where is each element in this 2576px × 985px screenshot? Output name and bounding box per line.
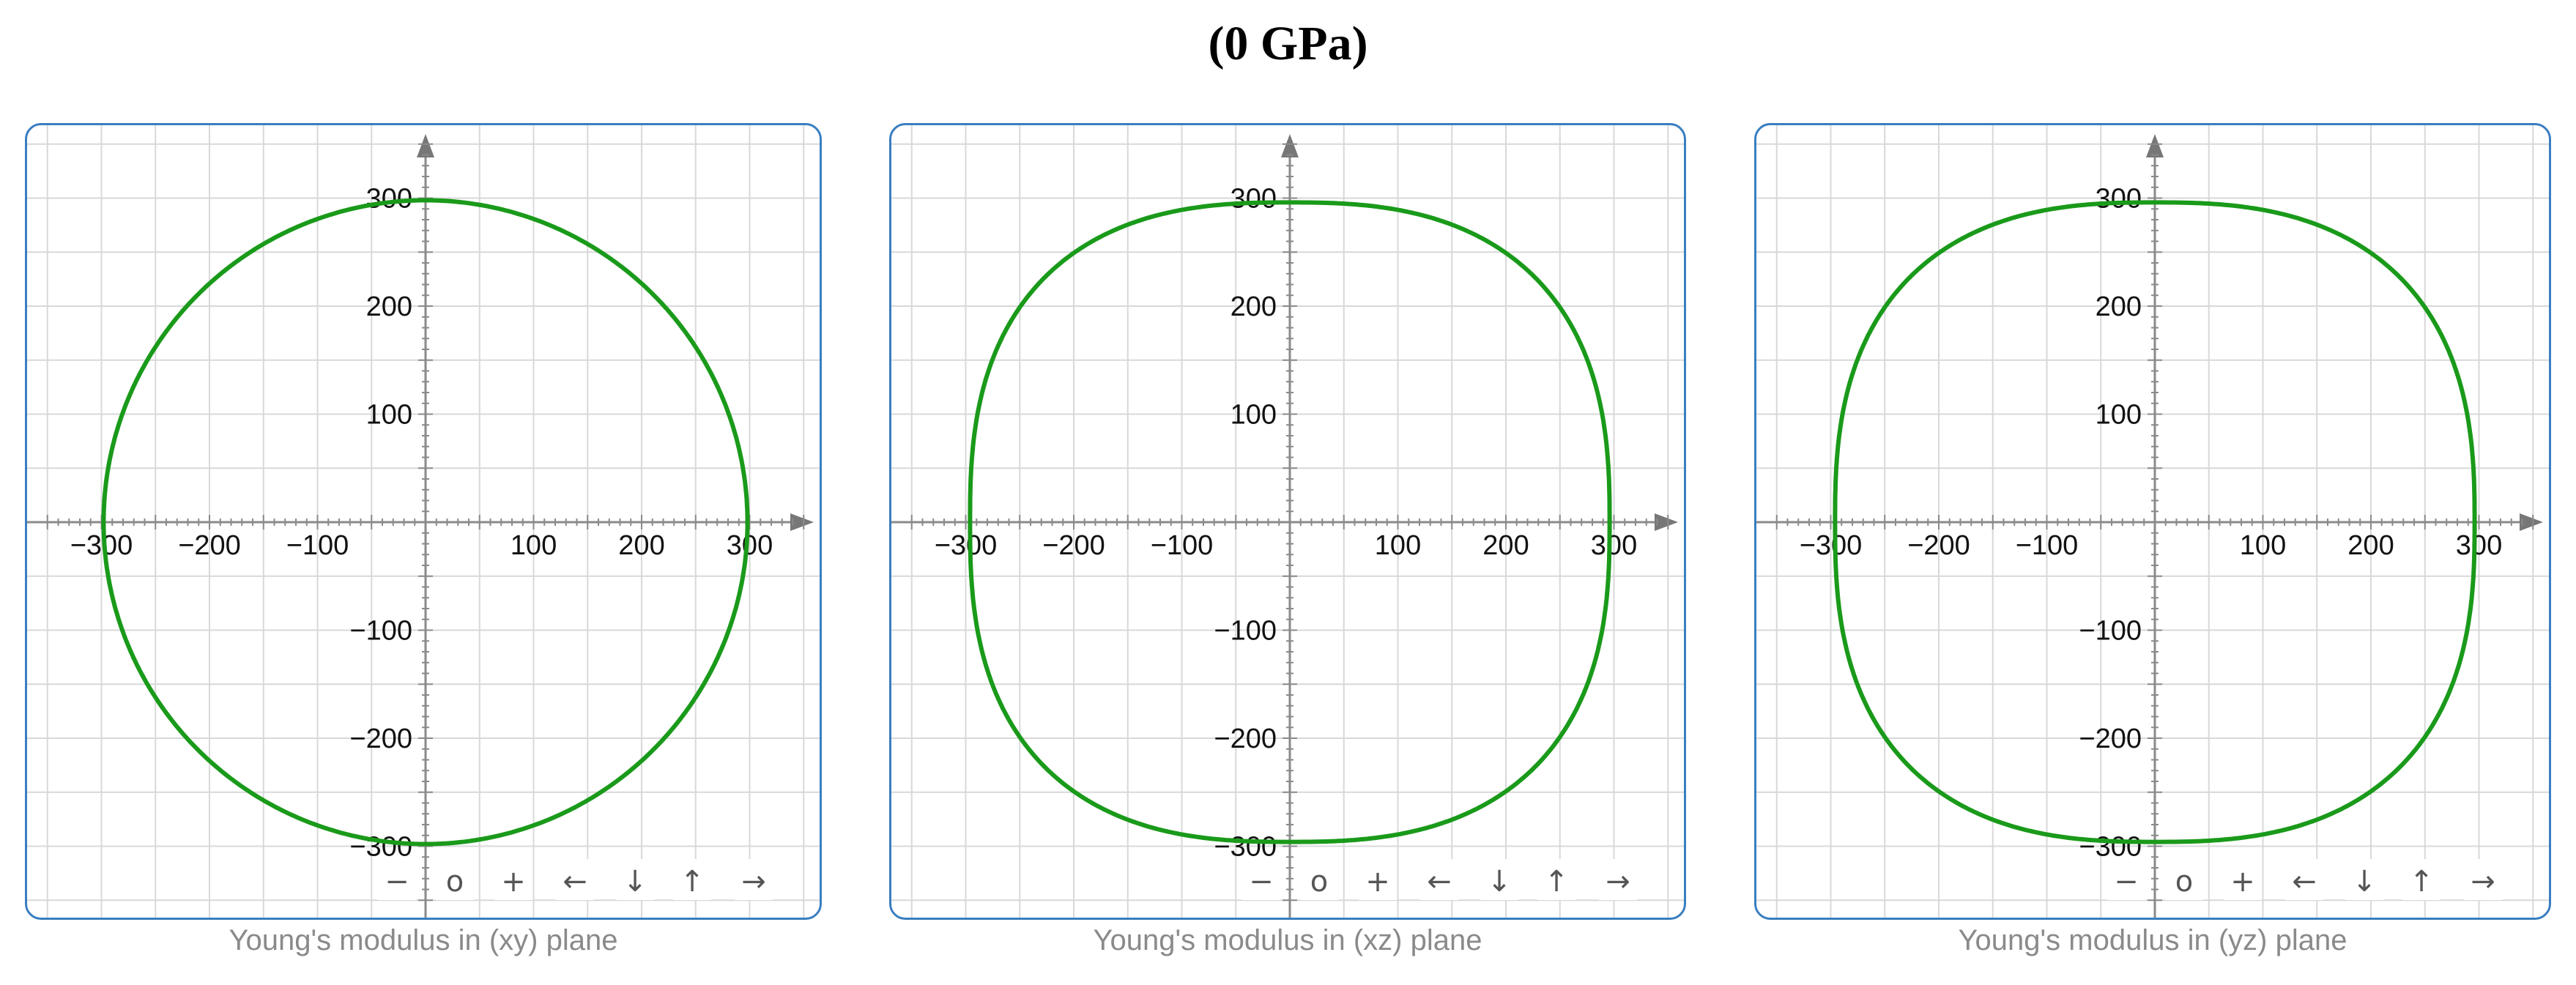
x-axis-arrow-icon bbox=[790, 513, 814, 531]
y-tick-label: 100 bbox=[1231, 400, 1277, 431]
pan-up-icon-bg[interactable] bbox=[1537, 859, 1575, 900]
y-axis-arrow-icon bbox=[2146, 134, 2164, 157]
pan-down-icon[interactable]: ↓ bbox=[623, 865, 647, 899]
pan-down-icon-bg[interactable] bbox=[2345, 859, 2383, 900]
series-line bbox=[1833, 200, 2477, 844]
zoom-out-icon[interactable]: − bbox=[2114, 865, 2139, 899]
x-tick-label: −100 bbox=[2016, 530, 2079, 561]
pan-down-icon[interactable]: ↓ bbox=[1487, 865, 1512, 899]
pan-down-icon-bg[interactable] bbox=[616, 859, 654, 900]
x-tick-label: −300 bbox=[1800, 530, 1863, 561]
chart-panel-xz[interactable]: −300 −200 −100 100 200 300 300 200 100 −100 −200 −3… bbox=[889, 123, 1686, 920]
zoom-out-icon[interactable]: − bbox=[385, 865, 409, 899]
zoom-out-icon[interactable]: − bbox=[1249, 865, 1274, 899]
x-tick-label: 100 bbox=[2240, 530, 2286, 561]
x-tick-label: −300 bbox=[70, 530, 133, 561]
pan-left-icon-bg[interactable] bbox=[2285, 859, 2323, 900]
y-axis-arrow-icon bbox=[417, 134, 434, 157]
x-tick-label: 300 bbox=[727, 530, 773, 561]
y-tick-label: 200 bbox=[366, 291, 412, 322]
axes bbox=[891, 134, 1678, 918]
axes bbox=[1756, 134, 2543, 918]
axes bbox=[27, 134, 814, 918]
caption-xy: Young's modulus in (xy) plane bbox=[229, 924, 618, 956]
reset-icon-bg[interactable] bbox=[2165, 859, 2203, 900]
y-tick-label: 300 bbox=[2096, 184, 2142, 215]
y-tick-label: −200 bbox=[349, 724, 412, 754]
chart-svg-xy[interactable]: −300 −200 −100 100 200 300300200100−100−200−3… bbox=[27, 125, 822, 920]
y-tick-label: −100 bbox=[349, 616, 412, 647]
zoom-out-icon-bg[interactable] bbox=[378, 859, 416, 900]
y-tick-label: −100 bbox=[2079, 616, 2142, 647]
caption-xz: Young's modulus in (xz) plane bbox=[1093, 924, 1482, 956]
y-tick-label: −300 bbox=[2079, 832, 2142, 863]
reset-icon-bg[interactable] bbox=[1300, 859, 1338, 900]
x-tick-label: −300 bbox=[935, 530, 998, 561]
x-tick-label: −200 bbox=[178, 530, 241, 561]
pan-up-icon[interactable]: ↑ bbox=[2409, 865, 2434, 899]
zoom-in-icon-bg[interactable] bbox=[1359, 859, 1397, 900]
zoom-in-icon-bg[interactable] bbox=[2224, 859, 2262, 900]
x-tick-label: 200 bbox=[2347, 530, 2394, 561]
pan-right-icon-bg[interactable] bbox=[2464, 859, 2502, 900]
pan-right-icon-bg[interactable] bbox=[735, 859, 773, 900]
x-tick-label: 200 bbox=[1482, 530, 1529, 561]
y-tick-label: 200 bbox=[2096, 291, 2142, 322]
reset-icon-bg[interactable] bbox=[436, 859, 474, 900]
y-tick-label: −200 bbox=[2079, 724, 2142, 754]
x-tick-label: 300 bbox=[1591, 530, 1637, 561]
zoom-in-icon[interactable]: + bbox=[501, 865, 526, 899]
pan-right-icon[interactable]: → bbox=[741, 865, 766, 899]
y-tick-label: 200 bbox=[1231, 291, 1277, 322]
x-tick-label: −200 bbox=[1042, 530, 1105, 561]
caption-yz: Young's modulus in (yz) plane bbox=[1958, 924, 2347, 956]
zoom-in-icon-bg[interactable] bbox=[494, 859, 532, 900]
x-tick-label: 100 bbox=[1375, 530, 1421, 561]
pan-right-icon-bg[interactable] bbox=[1599, 859, 1637, 900]
x-tick-label: 100 bbox=[511, 530, 557, 561]
y-tick-label: −100 bbox=[1214, 616, 1277, 647]
zoom-out-icon-bg[interactable] bbox=[1242, 859, 1280, 900]
pan-up-icon[interactable]: ↑ bbox=[1544, 865, 1569, 899]
y-tick-label: 300 bbox=[1231, 184, 1277, 215]
chart-panel-xy[interactable]: −300 −200 −100 100 200 300 300 200 100 −100 −200 −3… bbox=[25, 123, 822, 920]
pan-up-icon-bg[interactable] bbox=[673, 859, 711, 900]
chart-svg-yz[interactable]: −300 −200 −100 100 200 300 300 200 100 −100 −200 −3… bbox=[1756, 125, 2551, 920]
pan-down-icon-bg[interactable] bbox=[1480, 859, 1518, 900]
pan-right-icon[interactable]: → bbox=[1606, 865, 1630, 899]
reset-icon[interactable]: o bbox=[446, 865, 464, 899]
chart-panel-yz[interactable]: −300 −200 −100 100 200 300 300 200 100 −100 −200 −3… bbox=[1754, 123, 2551, 920]
pan-left-icon[interactable]: ← bbox=[563, 865, 587, 899]
y-tick-label: 100 bbox=[2096, 400, 2142, 431]
pan-left-icon[interactable]: ← bbox=[2292, 865, 2317, 899]
reset-icon[interactable]: o bbox=[2175, 865, 2193, 899]
pan-right-icon[interactable]: → bbox=[2471, 865, 2495, 899]
pan-up-icon[interactable]: ↑ bbox=[680, 865, 705, 899]
series-line bbox=[968, 200, 1612, 844]
pan-left-icon-bg[interactable] bbox=[556, 859, 594, 900]
reset-icon[interactable]: o bbox=[1310, 865, 1328, 899]
y-tick-label: 100 bbox=[366, 400, 412, 431]
page-title: (0 GPa) bbox=[1208, 17, 1368, 70]
zoom-out-icon-bg[interactable] bbox=[2107, 859, 2145, 900]
x-axis-arrow-icon bbox=[2520, 513, 2543, 531]
x-tick-label: −100 bbox=[286, 530, 349, 561]
series-line bbox=[101, 198, 750, 847]
y-axis-arrow-icon bbox=[1281, 134, 1299, 157]
zoom-in-icon[interactable]: + bbox=[2230, 865, 2255, 899]
x-axis-arrow-icon bbox=[1655, 513, 1678, 531]
y-tick-label: −300 bbox=[1214, 832, 1277, 863]
x-tick-label: −100 bbox=[1151, 530, 1214, 561]
zoom-in-icon[interactable]: + bbox=[1365, 865, 1390, 899]
chart-svg-xz[interactable]: −300 −200 −100 100 200 300 300 200 100 −100 −200 −3… bbox=[891, 125, 1686, 920]
x-tick-label: 300 bbox=[2456, 530, 2502, 561]
y-tick-label: −200 bbox=[1214, 724, 1277, 754]
pan-up-icon-bg[interactable] bbox=[2402, 859, 2440, 900]
pan-down-icon[interactable]: ↓ bbox=[2352, 865, 2377, 899]
x-tick-label: 200 bbox=[618, 530, 664, 561]
x-tick-label: −200 bbox=[1907, 530, 1970, 561]
pan-left-icon-bg[interactable] bbox=[1420, 859, 1458, 900]
pan-left-icon[interactable]: ← bbox=[1427, 865, 1452, 899]
